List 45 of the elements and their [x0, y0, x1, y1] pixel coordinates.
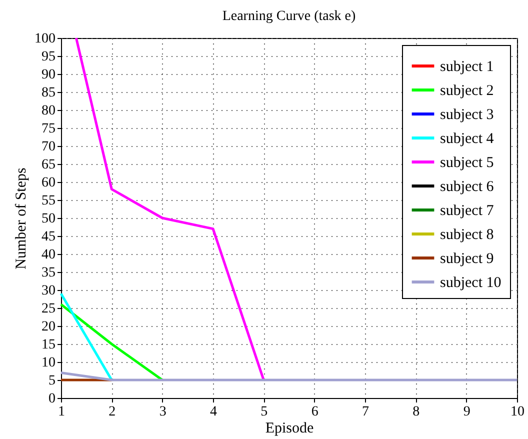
legend-label: subject 8	[440, 227, 494, 243]
y-tick-label: 60	[42, 176, 56, 190]
legend-label: subject 5	[440, 155, 494, 171]
y-tick-label: 35	[42, 266, 56, 280]
legend-label: subject 1	[440, 59, 494, 75]
legend-label: subject 9	[440, 251, 494, 267]
y-tick-label: 15	[42, 338, 56, 352]
y-tick-label: 10	[42, 356, 56, 370]
y-tick-label: 0	[48, 392, 56, 406]
legend-label: subject 2	[440, 83, 494, 99]
x-tick-label: 6	[311, 404, 318, 420]
legend-label: subject 7	[440, 203, 494, 219]
y-tick-label: 70	[42, 140, 56, 154]
y-tick-label: 25	[42, 302, 56, 316]
x-axis-title: Episode	[265, 420, 314, 436]
x-tick-label: 2	[108, 404, 116, 420]
legend-label: subject 4	[440, 131, 494, 147]
x-tick-label: 4	[210, 404, 217, 420]
y-tick-label: 50	[42, 212, 56, 226]
x-tick-label: 5	[260, 404, 268, 420]
x-tick-label: 1	[58, 404, 65, 420]
y-tick-label: 75	[42, 122, 56, 136]
y-tick-label: 80	[42, 104, 56, 118]
y-tick-label: 45	[42, 230, 56, 244]
x-tick-label: 7	[362, 404, 369, 420]
y-tick-label: 95	[42, 50, 56, 64]
y-tick-label: 20	[42, 320, 56, 334]
y-axis-title: Number of Steps	[14, 168, 30, 270]
legend-label: subject 10	[440, 275, 502, 291]
line-series	[74, 36, 265, 382]
x-tick-label: 8	[412, 404, 420, 420]
y-tick-label: 40	[42, 248, 56, 262]
y-tick-label: 30	[42, 284, 56, 298]
y-tick-label: 100	[34, 32, 56, 46]
legend-label: subject 6	[440, 179, 494, 195]
chart-title: Learning Curve (task e)	[222, 9, 356, 24]
legend-label: subject 3	[440, 107, 494, 123]
y-tick-label: 65	[42, 158, 56, 172]
y-tick-label: 85	[42, 86, 56, 100]
x-tick-label: 10	[510, 404, 524, 420]
x-tick-label: 9	[463, 404, 470, 420]
x-tick-label: 3	[159, 404, 166, 420]
y-tick-label: 55	[42, 194, 56, 208]
y-tick-label: 90	[42, 68, 56, 82]
y-tick-label: 5	[48, 374, 56, 388]
